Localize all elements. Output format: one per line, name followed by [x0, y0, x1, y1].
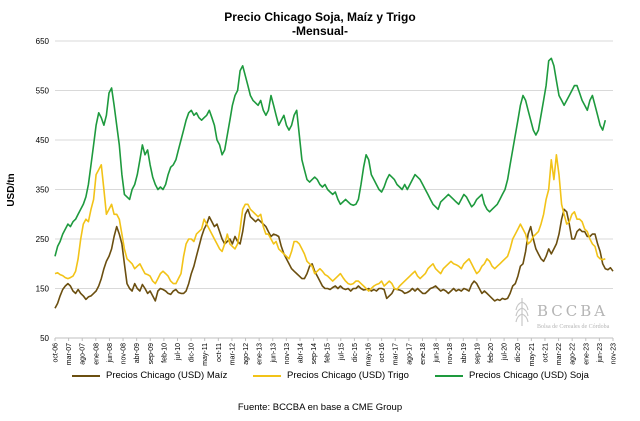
x-tick-label: jun-08 [107, 343, 114, 364]
x-tick-label: ago-17 [406, 343, 413, 365]
x-tick-label: mar-17 [393, 343, 400, 365]
x-tick-label: nov-18 [447, 343, 454, 365]
x-tick-label: jun-18 [434, 343, 441, 364]
y-axis-label: USD/tn [6, 173, 17, 206]
legend-swatch-maiz [72, 374, 100, 377]
legend-item-trigo: Precios Chicago (USD) Trigo [253, 370, 409, 381]
x-tick-label: nov-23 [611, 343, 618, 365]
x-tick-label: jun-13 [270, 343, 277, 364]
x-tick-label: may-11 [202, 343, 209, 366]
x-tick-label: sep-19 [474, 343, 481, 365]
x-tick-label: ene-13 [257, 343, 264, 365]
bccba-watermark: BCCBA Bolsa de Cereales de Córdoba [515, 298, 610, 330]
x-tick-label: sep-14 [311, 343, 318, 365]
y-axis-ticks: 50 150 250 350 450 550 650 [36, 37, 50, 343]
legend-swatch-trigo [253, 374, 281, 377]
x-tick-label: mar-12 [229, 343, 236, 365]
x-tick-label: oct-06 [53, 343, 60, 363]
x-tick-label: jul-20 [502, 343, 509, 361]
x-axis-ticks: oct-06 mar-07 ago-07 ene-08 jun-08 nov-08 abr-… [53, 338, 618, 366]
x-tick-label: jun-23 [597, 343, 604, 364]
legend-label-soja: Precios Chicago (USD) Soja [469, 370, 589, 381]
gridlines [55, 40, 613, 289]
y-tick-label: 150 [36, 285, 50, 294]
x-tick-label: oct-11 [216, 343, 223, 362]
watermark-title: BCCBA [537, 302, 608, 320]
x-tick-label: feb-20 [488, 343, 495, 363]
x-tick-label: abr-14 [297, 343, 304, 363]
y-tick-label: 450 [36, 136, 50, 145]
x-tick-label: jul-10 [175, 343, 182, 361]
x-tick-label: ene-23 [583, 343, 590, 365]
y-tick-label: 250 [36, 235, 50, 244]
legend-label-maiz: Precios Chicago (USD) Maíz [106, 370, 228, 381]
x-tick-label: nov-13 [284, 343, 291, 365]
x-tick-label: mar-22 [556, 343, 563, 365]
y-tick-label: 650 [36, 37, 50, 46]
x-tick-label: oct-21 [542, 343, 549, 363]
series-lines [54, 57, 614, 309]
source-note: Fuente: BCCBA en base a CME Group [237, 402, 403, 413]
series-line-maiz [54, 208, 614, 309]
x-tick-label: nov-08 [121, 343, 128, 365]
y-tick-label: 550 [36, 87, 50, 96]
watermark-subtitle: Bolsa de Cereales de Córdoba [537, 324, 610, 330]
chart-subtitle: -Mensual- [291, 24, 348, 38]
x-tick-label: dic-20 [515, 343, 522, 362]
x-tick-label: ago-22 [570, 343, 577, 365]
x-tick-label: feb-15 [325, 343, 332, 363]
y-tick-label: 50 [40, 334, 49, 343]
chart-title: Precio Chicago Soja, Maíz y Trigo [224, 10, 416, 24]
x-tick-label: feb-10 [161, 343, 168, 363]
x-tick-label: ago-12 [243, 343, 250, 365]
x-tick-label: sep-09 [148, 343, 155, 365]
legend-swatch-soja [435, 374, 463, 377]
legend-item-maiz: Precios Chicago (USD) Maíz [72, 370, 227, 381]
x-tick-label: ene-18 [420, 343, 427, 365]
legend-item-soja: Precios Chicago (USD) Soja [435, 370, 589, 381]
series-line-soja [54, 57, 607, 257]
x-tick-label: ago-07 [80, 343, 87, 365]
x-tick-label: dic-10 [189, 343, 196, 362]
y-tick-label: 350 [36, 186, 50, 195]
x-tick-label: abr-09 [134, 343, 141, 363]
x-tick-label: mar-07 [66, 343, 73, 365]
x-tick-label: may-21 [529, 343, 536, 366]
x-tick-label: dic-15 [352, 343, 359, 362]
legend-label-trigo: Precios Chicago (USD) Trigo [287, 370, 409, 381]
x-tick-label: may-16 [366, 343, 373, 366]
x-tick-label: oct-16 [379, 343, 386, 363]
wheat-logo-icon [515, 298, 529, 326]
x-tick-label: abr-19 [461, 343, 468, 363]
series-line-trigo [54, 154, 606, 292]
x-tick-label: jul-15 [338, 343, 345, 361]
x-tick-label: ene-08 [93, 343, 100, 365]
